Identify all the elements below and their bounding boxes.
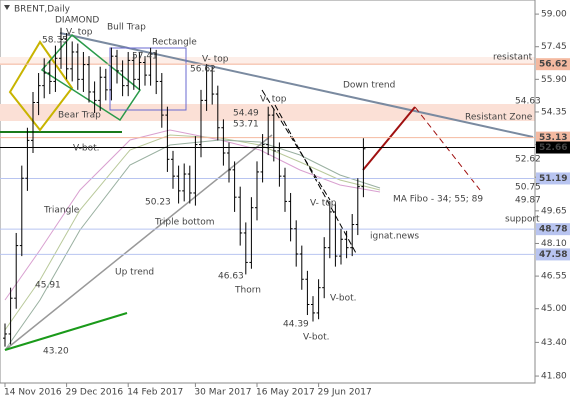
annotation: V-bot. xyxy=(73,144,100,154)
annotation: Bear Trap xyxy=(58,111,101,121)
trend-segment xyxy=(261,89,331,201)
y-tick-label: 41.80 xyxy=(541,372,567,382)
diamond xyxy=(8,40,74,132)
annotation: support xyxy=(505,215,540,225)
x-tick-label: 16 May 2017 xyxy=(256,388,315,398)
level-label: 52.66 xyxy=(539,143,567,153)
annotation: 45.91 xyxy=(35,281,61,291)
annotation: MA Fibo - 34; 55; 89 xyxy=(393,195,483,205)
level-tag xyxy=(536,223,570,236)
annotation: 43.20 xyxy=(43,347,69,357)
level-tag xyxy=(536,141,570,154)
level-label: 53.13 xyxy=(539,133,567,143)
forecast-line xyxy=(414,106,481,191)
annotation: 56.62 xyxy=(190,65,216,75)
annotation: resistant xyxy=(493,53,533,63)
annotation: 50.23 xyxy=(145,198,171,208)
annotation: V- top xyxy=(202,55,229,65)
y-tick-label: 48.10 xyxy=(541,239,567,249)
level-label: 51.19 xyxy=(539,174,567,184)
trend-segment xyxy=(274,104,358,256)
y-tick-label: 45.00 xyxy=(541,304,567,314)
annotation: Up trend xyxy=(115,268,154,278)
annotation: V-bot. xyxy=(303,333,330,343)
level-tag xyxy=(536,172,570,185)
annotation: 46.63 xyxy=(218,272,244,282)
y-tick-label: 59.00 xyxy=(541,10,567,20)
annotation: 57.41 xyxy=(132,52,158,62)
annotation: DIAMOND xyxy=(55,16,99,26)
x-tick-label: 30 Mar 2017 xyxy=(194,388,251,398)
level-tag xyxy=(536,131,570,144)
annotation: 54.63 xyxy=(515,97,541,107)
y-tick-label: 55.90 xyxy=(541,75,567,85)
x-tick-label: 14 Feb 2017 xyxy=(127,388,183,398)
annotation: 52.62 xyxy=(515,155,541,165)
up-trend-line xyxy=(4,134,273,351)
annotation: 49.87 xyxy=(515,196,541,206)
annotation: Thorn xyxy=(234,286,261,296)
annotation: ignat.news xyxy=(370,232,419,242)
annotation: Resistant Zone xyxy=(465,113,533,123)
x-tick-label: 29 Dec 2016 xyxy=(66,388,124,398)
y-tick-label: 46.55 xyxy=(541,272,567,282)
annotation: 50.75 xyxy=(515,183,541,193)
resistance-band xyxy=(0,57,535,65)
level-tag xyxy=(536,248,570,261)
down-trend-line xyxy=(59,32,534,138)
y-tick-label: 57.45 xyxy=(541,42,567,52)
title-icon xyxy=(4,5,10,10)
support-line xyxy=(4,312,128,351)
level-label: 56.62 xyxy=(539,60,567,70)
chart-title: BRENT,Daily xyxy=(14,5,71,15)
moving-average xyxy=(4,129,381,301)
forecast-line xyxy=(362,106,416,171)
y-tick-label: 43.40 xyxy=(541,338,567,348)
annotation: Rectangle xyxy=(152,38,197,48)
annotation: V- top xyxy=(310,199,337,209)
annotation: Bull Trap xyxy=(107,23,146,33)
annotation: Triple bottom xyxy=(154,218,215,228)
annotation: V- top xyxy=(260,95,287,105)
annotation: 54.49 xyxy=(233,109,259,119)
annotation: 53.71 xyxy=(233,120,259,130)
annotation: Triangle xyxy=(43,206,80,216)
x-tick-label: 14 Nov 2016 xyxy=(4,388,62,398)
y-tick-label: 49.65 xyxy=(541,206,567,216)
y-tick-label: 54.35 xyxy=(541,107,567,117)
annotation: 58.35 xyxy=(42,36,68,46)
annotation: Down trend xyxy=(343,81,395,91)
annotation: V-bot. xyxy=(330,294,357,304)
annotation: V- top xyxy=(66,28,93,38)
level-tag xyxy=(536,58,570,71)
level-label: 48.78 xyxy=(539,225,567,235)
level-label: 47.58 xyxy=(539,250,567,260)
rectangle-pattern xyxy=(109,47,187,111)
annotation: 44.39 xyxy=(283,320,309,330)
x-tick-label: 29 Jun 2017 xyxy=(318,388,372,398)
